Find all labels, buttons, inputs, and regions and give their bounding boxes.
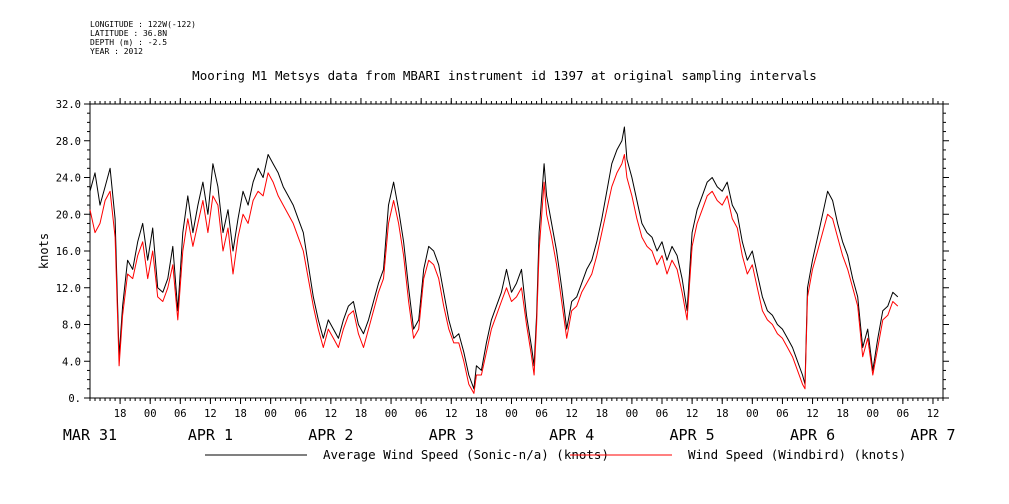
chart-title: Mooring M1 Metsys data from MBARI instru… (192, 68, 817, 83)
x-tick-label: 12 (927, 408, 940, 420)
series-line-windbird (89, 154, 899, 394)
y-axis-label: knots (37, 233, 51, 269)
x-tick-label: 18 (234, 408, 247, 420)
metadata-block: LONGITUDE : 122W(-122) LATITUDE : 36.8N … (90, 20, 196, 56)
depth-label: DEPTH (m) : -2.5 (90, 38, 168, 47)
y-tick-label: 4.0 (62, 356, 81, 368)
longitude-label: LONGITUDE : 122W(-122) (90, 20, 196, 29)
x-tick-label: 00 (626, 408, 639, 420)
y-tick-label: 0. (68, 393, 81, 405)
x-date-label: APR 5 (670, 426, 715, 444)
x-date-label: MAR 31 (63, 426, 117, 444)
x-tick-label: 18 (355, 408, 368, 420)
x-tick-label: 12 (686, 408, 699, 420)
y-tick-label: 28.0 (56, 136, 81, 148)
x-tick-label: 12 (445, 408, 458, 420)
y-tick-label: 24.0 (56, 173, 81, 185)
x-tick-label: 00 (866, 408, 879, 420)
x-tick-label: 06 (897, 408, 910, 420)
x-tick-label: 06 (776, 408, 789, 420)
legend-label-sonic: Average Wind Speed (Sonic-n/a) (knots) (323, 447, 609, 462)
y-tick-label: 8.0 (62, 320, 81, 332)
x-tick-label: 12 (806, 408, 819, 420)
year-label: YEAR : 2012 (90, 47, 143, 56)
x-date-label: APR 1 (188, 426, 233, 444)
y-tick-label: 12.0 (56, 283, 81, 295)
x-tick-label: 12 (565, 408, 578, 420)
x-tick-label: 06 (415, 408, 428, 420)
x-tick-label: 18 (114, 408, 127, 420)
y-tick-label: 32.0 (56, 99, 81, 111)
x-tick-label: 12 (325, 408, 338, 420)
x-date-label: APR 3 (429, 426, 474, 444)
x-tick-label: 06 (535, 408, 548, 420)
x-tick-label: 00 (746, 408, 759, 420)
x-date-label: APR 4 (549, 426, 594, 444)
x-date-label: APR 6 (790, 426, 835, 444)
legend-label-windbird: Wind Speed (Windbird) (knots) (688, 447, 906, 462)
x-tick-label: 18 (836, 408, 849, 420)
y-tick-label: 20.0 (56, 209, 81, 221)
x-tick-label: 18 (595, 408, 608, 420)
x-tick-label: 00 (144, 408, 157, 420)
x-tick-label: 00 (505, 408, 518, 420)
x-tick-label: 18 (475, 408, 488, 420)
x-tick-label: 00 (385, 408, 398, 420)
x-tick-label: 06 (294, 408, 307, 420)
x-date-label: APR 2 (308, 426, 353, 444)
y-tick-label: 16.0 (56, 246, 81, 258)
x-tick-label: 06 (174, 408, 187, 420)
x-tick-label: 00 (264, 408, 277, 420)
latitude-label: LATITUDE : 36.8N (90, 29, 168, 38)
x-tick-label: 06 (656, 408, 669, 420)
x-date-label: APR 7 (910, 426, 955, 444)
x-tick-label: 18 (716, 408, 729, 420)
x-tick-label: 12 (204, 408, 217, 420)
series-line-sonic (89, 126, 899, 390)
